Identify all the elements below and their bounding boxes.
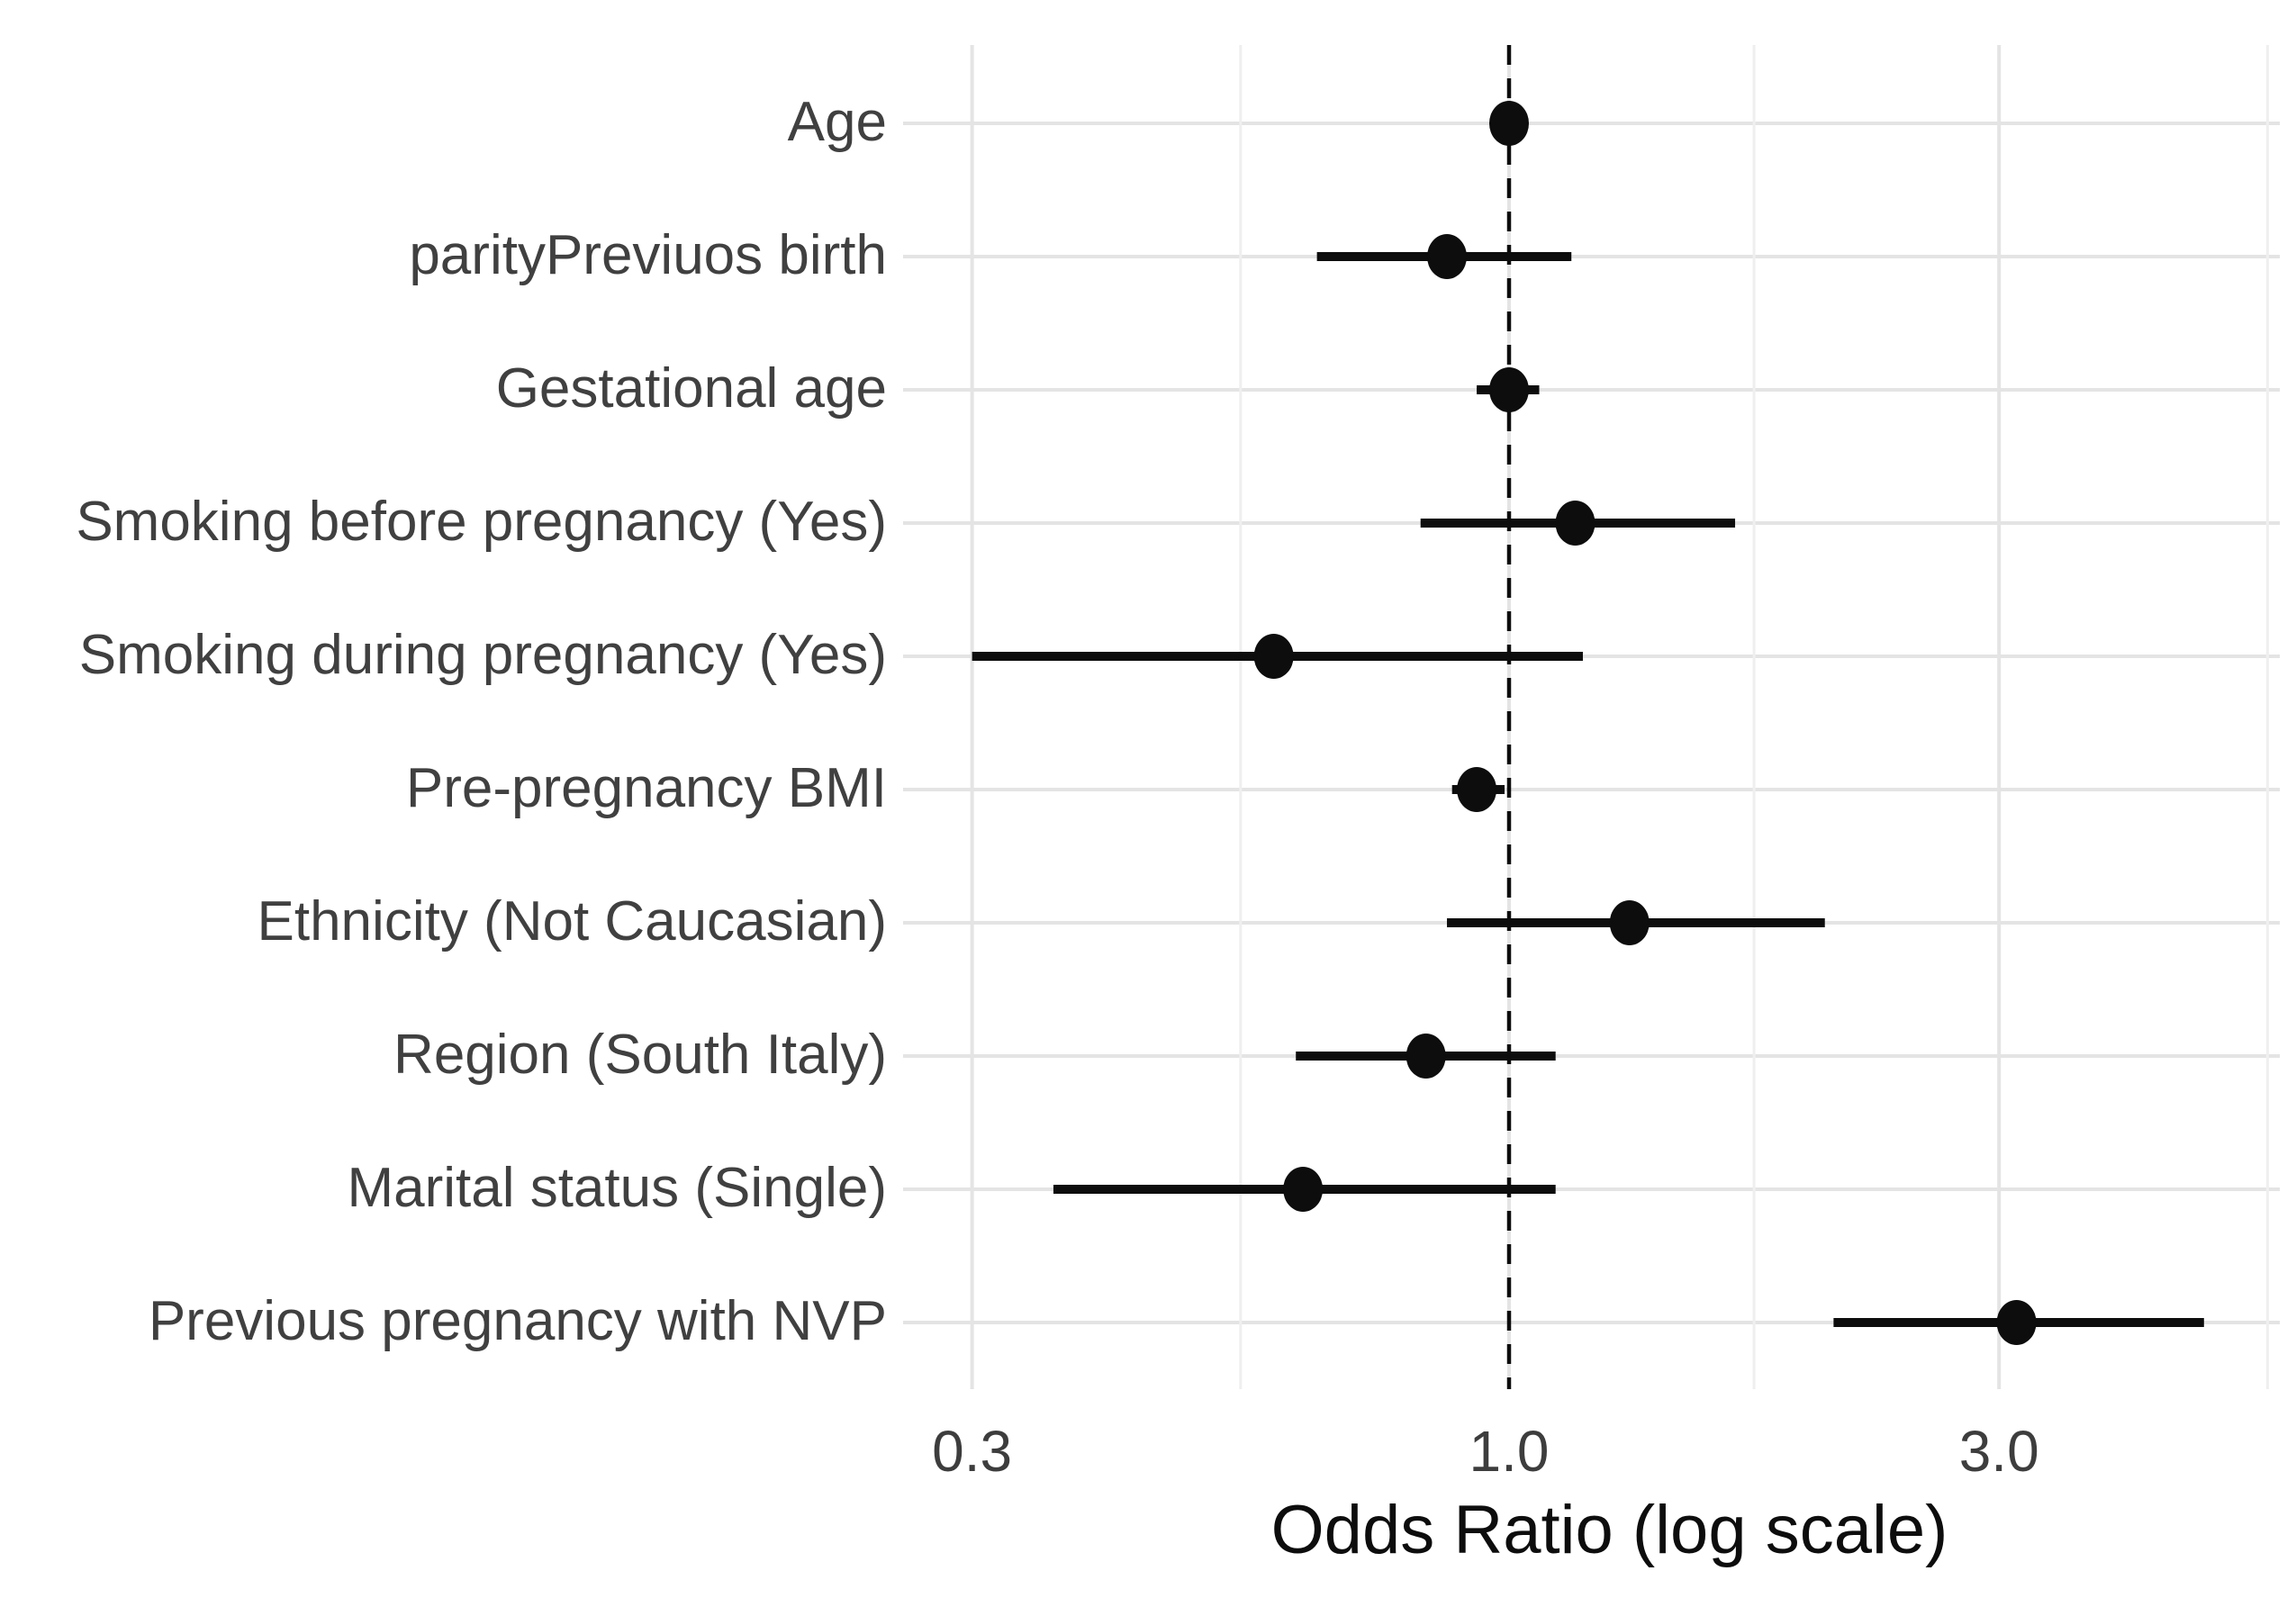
y-axis-label: Age: [787, 90, 887, 153]
point-estimate: [1489, 367, 1530, 412]
point-estimate: [1489, 101, 1530, 146]
y-axis-label: Ethnicity (Not Caucasian): [257, 889, 888, 952]
x-axis-title: Odds Ratio (log scale): [1270, 1492, 1948, 1568]
y-axis-label: Smoking during pregnancy (Yes): [78, 623, 887, 686]
point-estimate: [1427, 234, 1468, 279]
y-axis-label: Previous pregnancy with NVP: [148, 1289, 887, 1352]
y-axis-label: Gestational age: [495, 357, 887, 420]
y-axis-label: Smoking before pregnancy (Yes): [76, 490, 887, 553]
y-axis-label: Marital status (Single): [347, 1156, 887, 1219]
x-tick-label: 3.0: [1958, 1419, 2039, 1484]
point-estimate: [1283, 1167, 1324, 1212]
point-estimate: [1555, 501, 1595, 546]
point-estimate: [1406, 1034, 1446, 1079]
point-estimate: [1457, 767, 1497, 812]
x-tick-label: 1.0: [1469, 1419, 1550, 1484]
y-axis-label: parityPreviuos birth: [409, 223, 887, 286]
point-estimate: [1253, 634, 1294, 679]
x-tick-label: 0.3: [932, 1419, 1013, 1484]
y-axis-label: Region (South Italy): [393, 1023, 887, 1086]
y-axis-label: Pre-pregnancy BMI: [405, 756, 887, 819]
point-estimate: [1609, 900, 1650, 945]
point-estimate: [1996, 1300, 2037, 1345]
